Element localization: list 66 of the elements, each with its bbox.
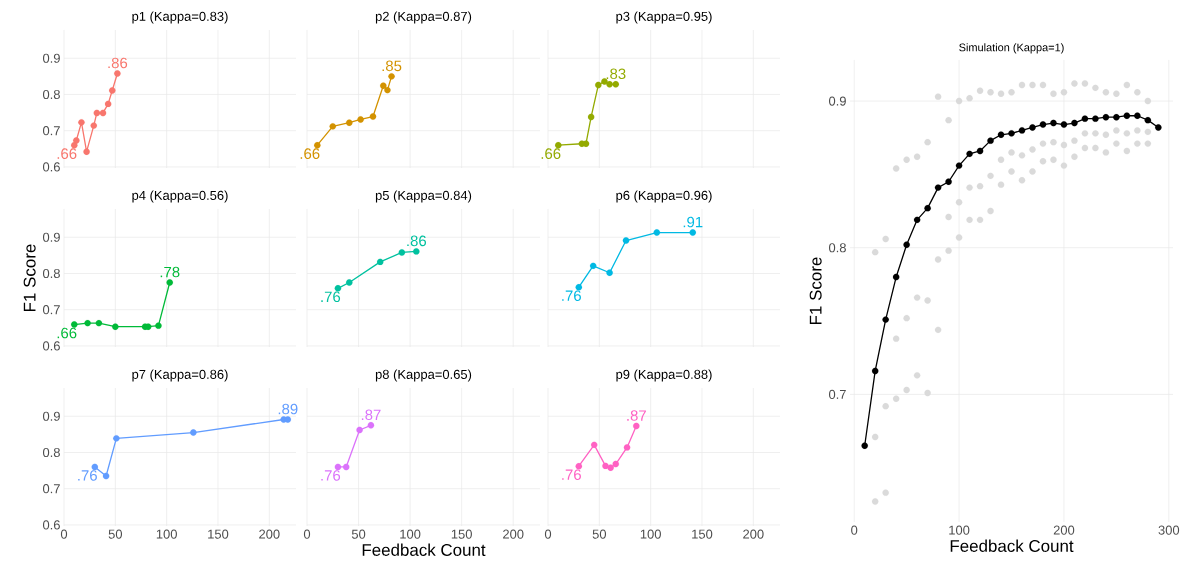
y-tick-label: 0.9 bbox=[42, 411, 60, 421]
y-tick-label: 0.8 bbox=[42, 268, 60, 279]
x-tick-label: 300 bbox=[1158, 525, 1180, 535]
x-tick-label: 100 bbox=[400, 529, 421, 539]
y-tick-label: 0.8 bbox=[828, 243, 846, 253]
y-tick-label: 0.7 bbox=[42, 484, 60, 494]
chart-title: p2 (Kappa=0.87) bbox=[375, 11, 472, 24]
data-label: .85 bbox=[382, 60, 402, 72]
y-axis-title: F1 Score bbox=[23, 244, 36, 311]
x-tick-label: 200 bbox=[743, 529, 764, 539]
x-axis-title: Feedback Count bbox=[362, 543, 486, 556]
x-tick-label: 0 bbox=[60, 529, 68, 539]
data-label: .87 bbox=[361, 409, 381, 421]
data-label: .86 bbox=[407, 235, 427, 247]
data-label: .76 bbox=[321, 291, 341, 303]
x-tick-label: 150 bbox=[208, 529, 229, 539]
y-tick-label: 0.6 bbox=[42, 520, 60, 530]
data-label: .76 bbox=[78, 470, 97, 481]
x-axis-title: Feedback Count bbox=[950, 539, 1074, 552]
y-tick-label: 0.6 bbox=[42, 341, 60, 351]
y-tick-label: 0.7 bbox=[42, 305, 60, 315]
data-label: .66 bbox=[57, 327, 77, 339]
data-label: .83 bbox=[606, 68, 626, 80]
x-tick-label: 0 bbox=[851, 525, 858, 535]
chart-title: p4 (Kappa=0.56) bbox=[132, 190, 228, 203]
chart-title: p3 (Kappa=0.95) bbox=[616, 11, 712, 24]
chart-title: p7 (Kappa=0.86) bbox=[132, 369, 228, 382]
y-tick-label: 0.8 bbox=[42, 89, 60, 100]
x-tick-label: 200 bbox=[1053, 525, 1075, 535]
y-tick-label: 0.6 bbox=[42, 162, 60, 172]
x-tick-label: 100 bbox=[156, 529, 177, 539]
chart-title: p5 (Kappa=0.84) bbox=[375, 190, 472, 203]
y-tick-label: 0.9 bbox=[42, 232, 60, 242]
chart-title: p1 (Kappa=0.83) bbox=[132, 11, 228, 24]
data-label: .76 bbox=[321, 470, 341, 481]
x-tick-label: 0 bbox=[303, 529, 311, 539]
x-tick-label: 200 bbox=[503, 529, 524, 539]
data-label: .91 bbox=[683, 216, 703, 228]
x-tick-label: 0 bbox=[544, 529, 552, 539]
y-tick-label: 0.7 bbox=[828, 389, 846, 399]
y-axis-title: F1 Score bbox=[809, 257, 822, 324]
x-tick-label: 150 bbox=[692, 529, 713, 539]
x-tick-label: 100 bbox=[640, 529, 661, 539]
y-tick-label: 0.8 bbox=[42, 447, 60, 458]
data-label: .76 bbox=[562, 469, 581, 481]
y-tick-label: 0.7 bbox=[42, 126, 60, 136]
data-label: .78 bbox=[160, 266, 180, 278]
chart-title: p8 (Kappa=0.65) bbox=[375, 369, 472, 382]
y-tick-label: 0.9 bbox=[828, 96, 846, 106]
data-label: .86 bbox=[108, 57, 128, 69]
data-label: .66 bbox=[300, 148, 320, 159]
x-tick-label: 50 bbox=[592, 529, 607, 539]
x-tick-label: 150 bbox=[451, 529, 472, 539]
chart-title: p9 (Kappa=0.88) bbox=[616, 369, 712, 382]
data-label: .76 bbox=[562, 290, 581, 302]
chart-title: p6 (Kappa=0.96) bbox=[616, 190, 712, 203]
data-label: .87 bbox=[627, 410, 646, 421]
x-tick-label: 50 bbox=[351, 529, 366, 539]
x-tick-label: 50 bbox=[108, 529, 123, 539]
y-tick-label: 0.9 bbox=[42, 53, 60, 63]
data-label: .66 bbox=[57, 148, 77, 159]
data-label: .89 bbox=[278, 403, 298, 415]
chart-title: Simulation (Kappa=1) bbox=[959, 43, 1064, 54]
x-tick-label: 200 bbox=[259, 529, 280, 539]
data-label: .66 bbox=[541, 148, 561, 159]
x-tick-label: 100 bbox=[949, 525, 970, 535]
